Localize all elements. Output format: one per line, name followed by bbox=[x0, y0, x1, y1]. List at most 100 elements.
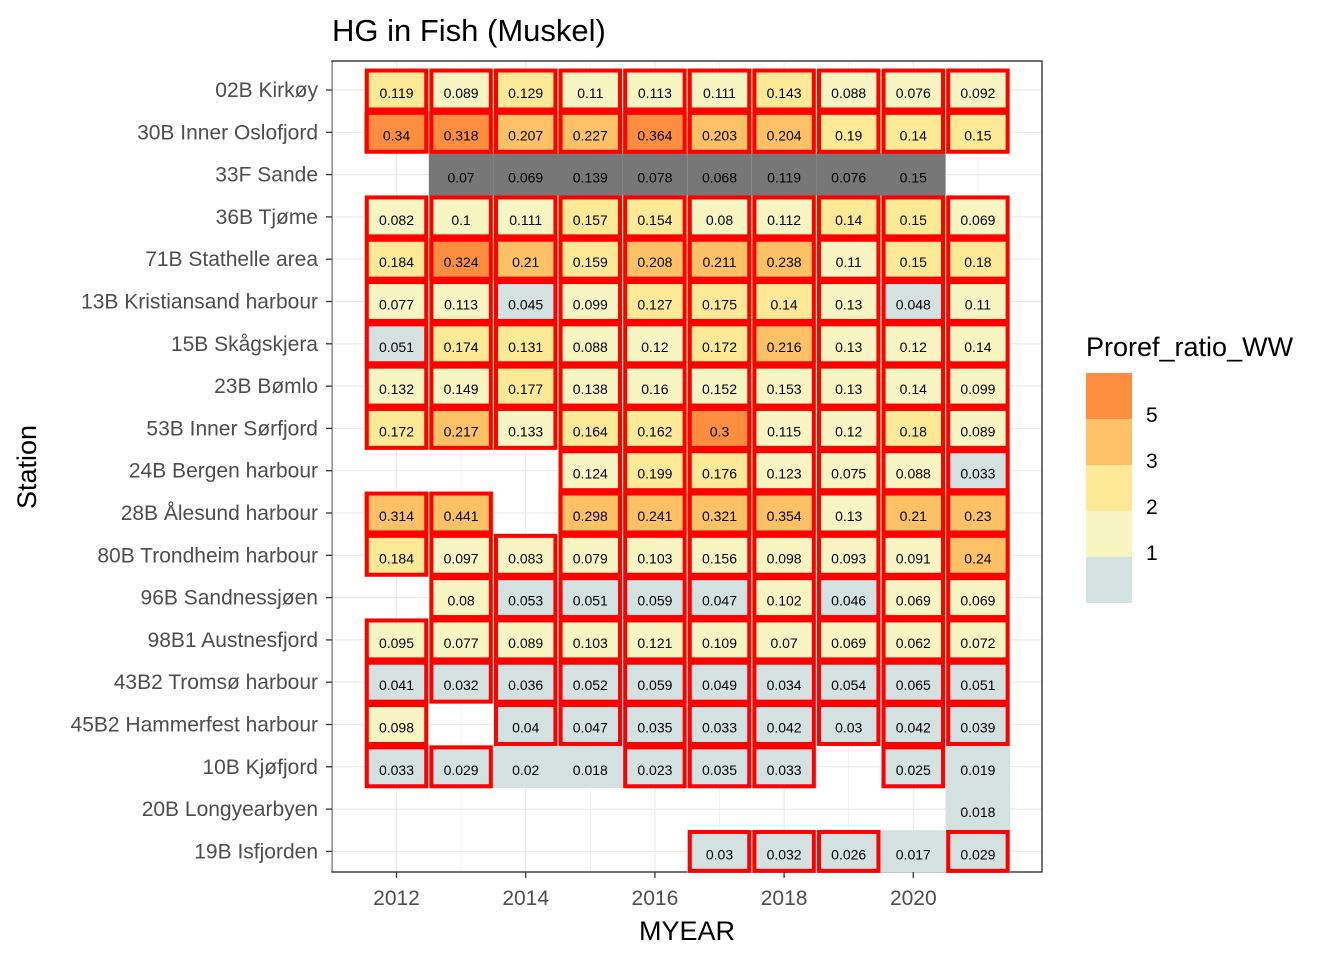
cell-value-label: 0.11 bbox=[577, 85, 603, 101]
cell-value-label: 0.207 bbox=[508, 127, 543, 143]
cell-highlight bbox=[493, 618, 558, 662]
cell-value-label: 0.227 bbox=[573, 127, 608, 143]
cell-highlight bbox=[493, 237, 558, 281]
cell-highlight bbox=[687, 449, 752, 493]
cell-value-label: 0.048 bbox=[896, 297, 931, 313]
cell-highlight bbox=[881, 660, 946, 704]
heatmap-cell bbox=[558, 534, 623, 577]
heatmap-cell bbox=[622, 407, 688, 450]
heatmap-cell bbox=[364, 238, 429, 281]
cell-highlight bbox=[752, 829, 816, 873]
heatmap-cell bbox=[945, 703, 1011, 746]
y-axis-title: Station bbox=[12, 425, 42, 509]
y-axis-ticks: 02B Kirkøy 30B Inner Oslofjord 33F Sande 36… bbox=[71, 79, 332, 863]
heatmap-cell bbox=[945, 111, 1011, 154]
cell-highlight bbox=[364, 110, 429, 154]
heatmap-cell bbox=[881, 322, 946, 365]
cell-value-label: 0.154 bbox=[637, 212, 672, 228]
x-tick-label: 2020 bbox=[890, 887, 937, 910]
cell-highlight bbox=[946, 406, 1010, 450]
heatmap-cell bbox=[558, 576, 623, 619]
cell-highlight bbox=[364, 237, 429, 281]
cell-value-label: 0.172 bbox=[702, 339, 737, 355]
cell-highlight bbox=[623, 703, 687, 746]
cell-highlight bbox=[623, 68, 687, 112]
cell-value-label: 0.364 bbox=[637, 127, 672, 143]
cell-value-label: 0.034 bbox=[767, 677, 802, 693]
cell-highlight bbox=[687, 491, 752, 535]
cell-value-label: 0.34 bbox=[383, 127, 410, 143]
heatmap-cell bbox=[816, 703, 881, 746]
heatmap-cell bbox=[687, 280, 752, 323]
chart-title: HG in Fish (Muskel) bbox=[332, 13, 606, 48]
cell-highlight bbox=[946, 660, 1010, 704]
heatmap-cell bbox=[816, 322, 881, 365]
cell-highlight bbox=[816, 364, 881, 408]
cell-highlight bbox=[687, 829, 752, 873]
heatmap-cell bbox=[687, 407, 752, 450]
cell-value-label: 0.102 bbox=[767, 593, 802, 609]
cell-value-label: 0.08 bbox=[706, 212, 733, 228]
heatmap-cell bbox=[945, 618, 1011, 662]
cell-highlight bbox=[429, 618, 493, 662]
cell-value-label: 0.033 bbox=[767, 762, 802, 778]
heatmap-cell bbox=[558, 618, 623, 662]
cell-value-label: 0.088 bbox=[896, 466, 931, 482]
cell-value-label: 0.035 bbox=[702, 762, 737, 778]
cell-value-label: 0.176 bbox=[702, 466, 737, 482]
heatmap-cell bbox=[945, 745, 1011, 788]
cell-highlight bbox=[364, 660, 429, 704]
cell-highlight bbox=[816, 576, 881, 620]
y-tick-label: 19B Isfjorden bbox=[194, 840, 318, 863]
y-tick-label: 15B Skågskjera bbox=[171, 333, 318, 356]
cell-highlight bbox=[816, 449, 881, 493]
cell-value-label: 0.354 bbox=[767, 508, 802, 524]
cell-value-label: 0.077 bbox=[379, 297, 414, 313]
heatmap-cell bbox=[751, 407, 817, 450]
heatmap-cell bbox=[558, 153, 623, 196]
heatmap-cell bbox=[881, 68, 946, 112]
cell-value-label: 0.036 bbox=[508, 677, 543, 693]
cell-value-label: 0.095 bbox=[379, 635, 414, 651]
cell-highlight bbox=[946, 829, 1010, 873]
cell-highlight bbox=[364, 322, 429, 366]
y-tick-label: 45B2 Hammerfest harbour bbox=[71, 714, 318, 737]
cell-highlight bbox=[881, 533, 946, 577]
cell-value-label: 0.238 bbox=[767, 254, 802, 270]
cell-highlight bbox=[558, 660, 623, 704]
cell-highlight bbox=[816, 618, 881, 662]
cell-highlight bbox=[816, 237, 881, 281]
heatmap-cell bbox=[687, 153, 752, 196]
x-tick-label: 2012 bbox=[373, 887, 420, 910]
cell-value-label: 0.113 bbox=[638, 85, 672, 101]
cell-value-label: 0.15 bbox=[900, 212, 927, 228]
heatmap-cell bbox=[751, 68, 817, 112]
cell-highlight bbox=[816, 703, 881, 746]
heatmap-cell bbox=[945, 534, 1011, 577]
cell-highlight bbox=[623, 195, 687, 239]
heatmap-cell bbox=[428, 661, 494, 704]
cell-value-label: 0.115 bbox=[767, 423, 801, 439]
heatmap-cell bbox=[881, 238, 946, 281]
cell-value-label: 0.131 bbox=[508, 339, 543, 355]
cell-value-label: 0.029 bbox=[960, 846, 995, 862]
heatmap-cell bbox=[493, 407, 558, 450]
cell-value-label: 0.103 bbox=[573, 635, 608, 651]
cell-value-label: 0.121 bbox=[637, 635, 672, 651]
cell-highlight bbox=[558, 237, 623, 281]
cell-highlight bbox=[816, 491, 881, 535]
y-tick-label: 96B Sandnessjøen bbox=[141, 587, 318, 610]
cell-highlight bbox=[946, 322, 1010, 366]
heatmap-cell bbox=[945, 407, 1011, 450]
cell-highlight bbox=[364, 195, 429, 239]
cell-highlight bbox=[946, 364, 1010, 408]
cell-highlight bbox=[687, 576, 752, 620]
cell-value-label: 0.321 bbox=[702, 508, 737, 524]
heatmap-cell bbox=[687, 238, 752, 281]
heatmap-cell bbox=[945, 830, 1011, 873]
heatmap-cell bbox=[687, 661, 752, 704]
heatmap-cell bbox=[751, 449, 817, 492]
cell-highlight bbox=[493, 195, 558, 239]
heatmap-cell bbox=[687, 195, 752, 239]
